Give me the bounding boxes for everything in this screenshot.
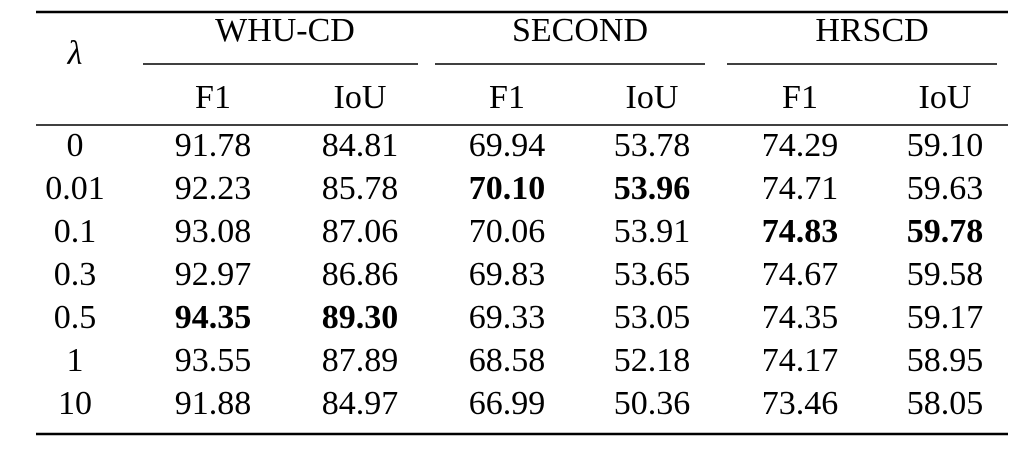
cell: 59.63 (907, 170, 984, 207)
corner-label: λ (67, 35, 83, 72)
cell: 89.30 (322, 299, 399, 336)
cell: 74.67 (762, 256, 839, 293)
cell: 74.35 (762, 299, 839, 336)
cell: 59.10 (907, 127, 984, 164)
cell: 84.81 (322, 127, 399, 164)
cell: 91.88 (175, 385, 252, 422)
row-label: 1 (67, 342, 84, 379)
cell: 85.78 (322, 170, 399, 207)
row-label: 0.01 (45, 170, 105, 207)
cell: 74.83 (762, 213, 839, 250)
cell: 74.17 (762, 342, 839, 379)
cell: 87.06 (322, 213, 399, 250)
cell: 50.36 (614, 385, 691, 422)
cell: 52.18 (614, 342, 691, 379)
group-header: HRSCD (815, 12, 928, 49)
cell: 53.96 (614, 170, 691, 207)
group-header: SECOND (512, 12, 648, 49)
cell: 93.08 (175, 213, 252, 250)
row-label: 0 (67, 127, 84, 164)
cell: 92.23 (175, 170, 252, 207)
cell: 58.05 (907, 385, 984, 422)
row-label: 10 (58, 385, 92, 422)
cell: 69.83 (469, 256, 546, 293)
cell: 59.78 (907, 213, 984, 250)
cell: 59.58 (907, 256, 984, 293)
cell: 74.71 (762, 170, 839, 207)
cell: 59.17 (907, 299, 984, 336)
cell: 68.58 (469, 342, 546, 379)
cell: 53.91 (614, 213, 691, 250)
row-label: 0.5 (54, 299, 97, 336)
column-header: IoU (626, 79, 679, 116)
cell: 53.65 (614, 256, 691, 293)
cell: 84.97 (322, 385, 399, 422)
cell: 70.10 (469, 170, 546, 207)
column-header: IoU (919, 79, 972, 116)
column-header: F1 (195, 79, 231, 116)
cell: 94.35 (175, 299, 252, 336)
cell: 92.97 (175, 256, 252, 293)
cell: 91.78 (175, 127, 252, 164)
column-header: F1 (782, 79, 818, 116)
group-header: WHU-CD (215, 12, 355, 49)
cell: 58.95 (907, 342, 984, 379)
column-header: F1 (489, 79, 525, 116)
cell: 73.46 (762, 385, 839, 422)
cell: 87.89 (322, 342, 399, 379)
cell: 93.55 (175, 342, 252, 379)
cell: 66.99 (469, 385, 546, 422)
cell: 69.33 (469, 299, 546, 336)
row-label: 0.3 (54, 256, 97, 293)
cell: 86.86 (322, 256, 399, 293)
column-header: IoU (334, 79, 387, 116)
row-label: 0.1 (54, 213, 97, 250)
cell: 69.94 (469, 127, 546, 164)
cell: 70.06 (469, 213, 546, 250)
cell: 53.78 (614, 127, 691, 164)
cell: 74.29 (762, 127, 839, 164)
cell: 53.05 (614, 299, 691, 336)
